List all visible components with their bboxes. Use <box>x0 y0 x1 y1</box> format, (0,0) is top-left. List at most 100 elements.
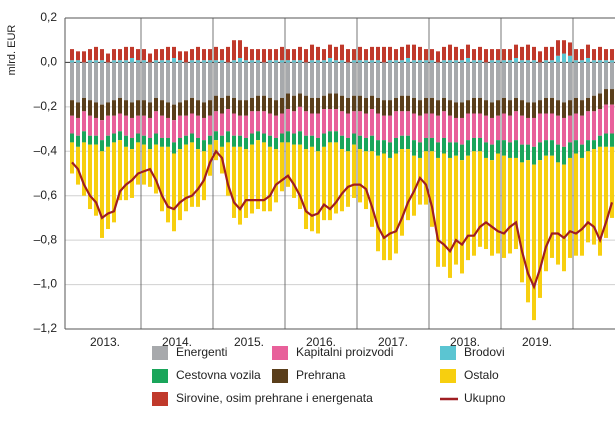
bar <box>154 144 158 194</box>
bar <box>256 111 260 132</box>
bar <box>238 57 242 63</box>
bar <box>568 115 572 143</box>
bar <box>598 109 602 136</box>
bar <box>514 157 518 250</box>
bar <box>70 100 74 116</box>
bar <box>610 89 614 105</box>
bar <box>244 60 248 63</box>
bar <box>352 111 356 134</box>
bar <box>70 115 74 134</box>
bar <box>460 102 464 118</box>
bar <box>142 49 146 61</box>
bar <box>118 60 122 63</box>
bar <box>412 44 416 61</box>
bar <box>412 140 416 156</box>
bar <box>268 60 272 63</box>
bar <box>400 62 404 96</box>
bar <box>118 140 122 201</box>
bar <box>394 97 398 112</box>
bar <box>544 62 548 98</box>
bar <box>598 60 602 63</box>
bar <box>424 151 428 205</box>
bar <box>604 60 608 63</box>
bar <box>544 46 548 61</box>
bar <box>262 111 266 134</box>
bar <box>424 49 428 61</box>
bar <box>316 60 320 63</box>
bar <box>412 155 416 216</box>
bar <box>388 157 392 261</box>
bar <box>148 117 152 138</box>
bar <box>478 137 482 152</box>
legend-label: Ukupno <box>464 391 506 405</box>
bar <box>514 62 518 98</box>
bar <box>580 60 584 63</box>
bar <box>424 97 428 114</box>
bar <box>136 142 140 185</box>
bar <box>484 49 488 63</box>
bar <box>466 140 470 156</box>
bar <box>166 137 170 147</box>
bar <box>304 111 308 136</box>
bar <box>388 46 392 61</box>
bar <box>430 113 434 138</box>
bar <box>592 49 596 61</box>
bar <box>382 115 386 141</box>
bar <box>604 133 608 147</box>
bar <box>310 146 314 232</box>
bar <box>154 111 158 134</box>
bar <box>328 62 332 94</box>
bar <box>562 164 566 272</box>
bar <box>238 115 242 136</box>
bar <box>478 60 482 63</box>
x-tick-label: 2017. <box>378 335 408 349</box>
bar <box>304 49 308 63</box>
bar <box>250 60 254 63</box>
bar <box>586 62 590 98</box>
bar <box>100 120 104 141</box>
bar <box>364 62 368 98</box>
x-tick-label: 2013. <box>90 335 120 349</box>
bar <box>232 113 236 136</box>
bar <box>586 97 590 112</box>
bar <box>556 162 560 265</box>
bar <box>220 49 224 61</box>
bar <box>376 62 380 98</box>
bar <box>226 142 230 196</box>
bar <box>508 62 512 101</box>
bar <box>244 46 248 61</box>
bar <box>568 157 572 258</box>
bar <box>112 62 116 101</box>
bar <box>574 97 578 114</box>
bar <box>334 109 338 132</box>
bar <box>352 62 356 96</box>
bar <box>442 62 446 98</box>
bar <box>592 95 596 112</box>
bar <box>394 60 398 63</box>
bar <box>268 113 272 136</box>
bar <box>136 115 140 134</box>
bar <box>430 97 434 114</box>
bar <box>94 135 98 145</box>
bar <box>436 51 440 63</box>
bar <box>346 151 350 207</box>
bar <box>244 137 248 150</box>
bar <box>196 100 200 116</box>
bar <box>172 153 176 232</box>
bar <box>196 149 200 207</box>
y-axis-label: mlrd. EUR <box>6 25 18 76</box>
bar <box>598 146 602 256</box>
bar <box>586 111 590 141</box>
bar <box>568 55 572 63</box>
legend-label: Prehrana <box>296 368 346 382</box>
bar <box>256 62 260 96</box>
bar <box>562 62 566 103</box>
bar <box>310 113 314 136</box>
bar <box>292 111 296 134</box>
bar <box>184 62 188 101</box>
bar <box>394 111 398 138</box>
bar <box>472 151 476 256</box>
bar <box>292 133 296 145</box>
bar <box>250 62 254 98</box>
bar <box>358 62 362 96</box>
